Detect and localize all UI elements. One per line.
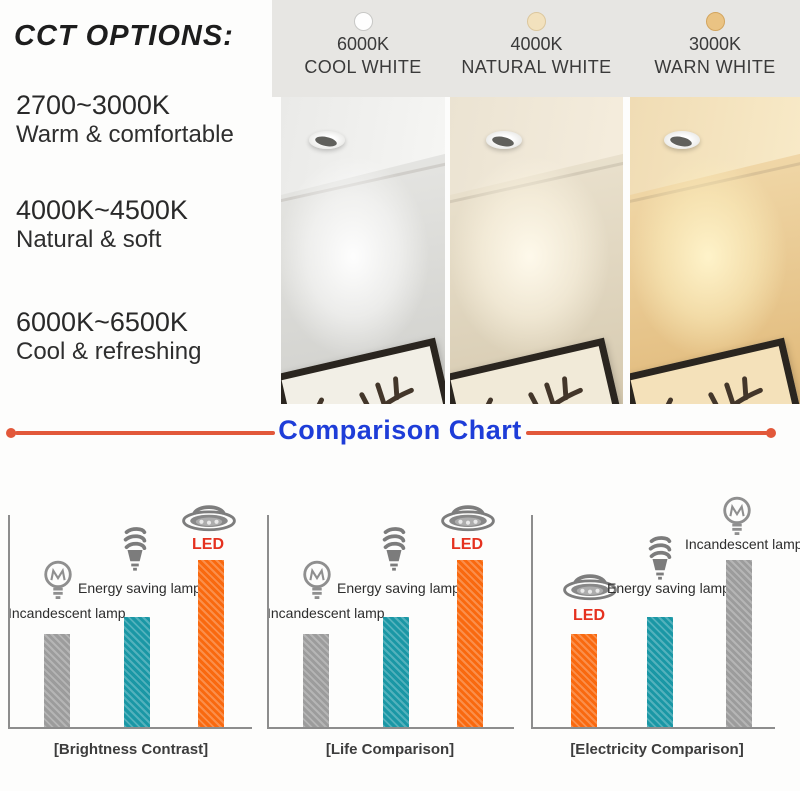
- kelvin-label: 4000K: [510, 34, 563, 54]
- bar-energy-saving: [383, 616, 409, 728]
- divider-line-left: [15, 431, 275, 435]
- chart-electricity-comparison: LED Energy saving lamp Incandescent lamp…: [531, 495, 800, 782]
- antler-artwork-icon: [661, 376, 763, 404]
- bar-incandescent: [726, 559, 752, 728]
- bar-label-energy-saving: Energy saving lamp: [607, 580, 730, 596]
- chart-caption: [Life Comparison]: [325, 741, 455, 758]
- cfl-spiral-icon: [120, 525, 150, 580]
- cct-option-natural: 4000K~4500K Natural & soft: [16, 195, 188, 254]
- bar-incandescent: [303, 633, 329, 728]
- cct-range: 6000K~6500K: [16, 307, 188, 337]
- color-dot-cool: [353, 12, 373, 31]
- column-header-warm-white: 3000K WARN WHITE: [630, 0, 800, 78]
- downlight-fixture: [664, 131, 700, 149]
- divider-dot-right: [766, 428, 776, 438]
- bar-label-energy-saving: Energy saving lamp: [78, 580, 201, 596]
- photo-natural-white-room: [450, 97, 623, 404]
- color-dot-natural: [527, 12, 546, 31]
- antler-artwork-icon: [312, 376, 414, 404]
- cct-desc: Natural & soft: [16, 226, 162, 253]
- column-header-cool-white: 6000K COOL WHITE: [281, 0, 445, 78]
- chart-caption: [Brightness Contrast]: [53, 741, 209, 758]
- color-name-label: COOL WHITE: [304, 57, 422, 77]
- picture-frame: [630, 337, 800, 404]
- color-name-label: NATURAL WHITE: [461, 57, 612, 77]
- incandescent-bulb-icon: [720, 495, 754, 546]
- chart-axes: [267, 515, 514, 729]
- bar-label-led: LED: [573, 607, 605, 624]
- divider-dot-left: [6, 428, 16, 438]
- cct-desc: Warm & comfortable: [16, 121, 234, 148]
- comparison-chart-title: Comparison Chart: [278, 415, 522, 445]
- cct-range: 4000K~4500K: [16, 195, 188, 225]
- column-header-natural-white: 4000K NATURAL WHITE: [450, 0, 623, 78]
- bar-label-incandescent: Incandescent lamp: [267, 605, 385, 621]
- chart-life-comparison: Incandescent lamp Energy saving lamp LED…: [267, 497, 516, 782]
- downlight-lens: [669, 134, 693, 149]
- led-downlight-icon: [180, 502, 238, 539]
- bar-label-led: LED: [451, 536, 483, 553]
- bar-led: [198, 559, 224, 728]
- photo-warm-white-room: [630, 97, 800, 404]
- downlight-fixture: [486, 131, 522, 149]
- chart-caption: [Electricity Comparison]: [570, 741, 744, 758]
- bar-label-led: LED: [192, 536, 224, 553]
- cct-options-title: CCT OPTIONS:: [14, 20, 234, 52]
- picture-frame: [450, 337, 623, 404]
- downlight-lens: [491, 134, 515, 149]
- cct-range: 2700~3000K: [16, 90, 170, 120]
- bar-label-energy-saving: Energy saving lamp: [337, 580, 460, 596]
- kelvin-label: 6000K: [336, 34, 390, 54]
- cfl-spiral-icon: [379, 525, 409, 580]
- cfl-spiral-icon: [645, 534, 675, 589]
- antler-artwork-icon: [481, 376, 583, 404]
- chart-brightness-contrast: Incandescent lamp Energy saving lamp LED…: [8, 497, 254, 782]
- bar-energy-saving: [647, 616, 673, 728]
- bar-label-incandescent: Incandescent lamp: [8, 605, 126, 621]
- color-name-label: WARN WHITE: [654, 57, 776, 77]
- downlight-fixture: [309, 131, 345, 149]
- led-downlight-icon: [561, 571, 619, 608]
- chart-axes: [531, 515, 775, 729]
- incandescent-bulb-icon: [300, 559, 334, 610]
- bar-incandescent: [44, 633, 70, 728]
- incandescent-bulb-icon: [41, 559, 75, 610]
- picture-frame: [281, 337, 445, 404]
- kelvin-label: 3000K: [688, 34, 742, 54]
- photo-cool-white-room: [281, 97, 445, 404]
- chart-axes: [8, 515, 252, 729]
- bar-label-incandescent: Incandescent lamp: [685, 536, 800, 552]
- bar-energy-saving: [124, 616, 150, 728]
- color-dot-warm: [705, 12, 725, 31]
- downlight-lens: [314, 134, 338, 149]
- bar-led: [571, 633, 597, 728]
- divider-line-right: [526, 431, 768, 435]
- bar-led: [457, 559, 483, 728]
- cct-desc: Cool & refreshing: [16, 338, 202, 365]
- cct-option-warm: 2700~3000K Warm & comfortable: [16, 90, 234, 149]
- led-downlight-icon: [439, 502, 497, 539]
- cct-option-cool: 6000K~6500K Cool & refreshing: [16, 307, 201, 366]
